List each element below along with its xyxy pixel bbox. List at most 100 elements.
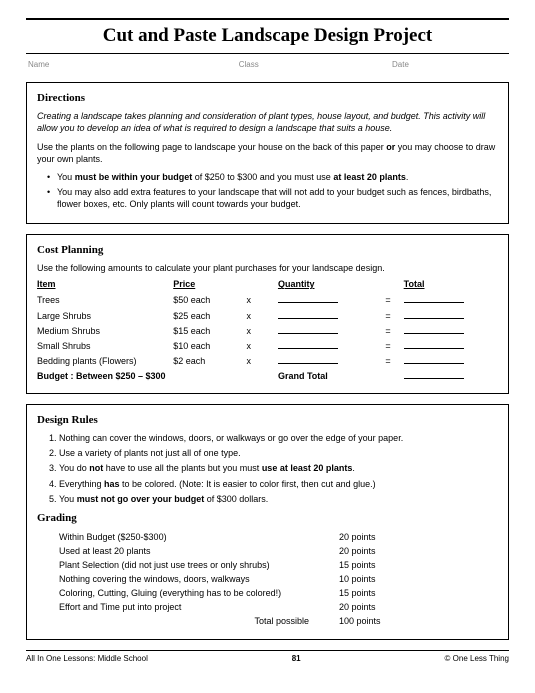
text: to be colored. (Note: It is easier to co…	[120, 479, 376, 489]
footer: All In One Lessons: Middle School 81 © O…	[26, 650, 509, 665]
directions-intro: Creating a landscape takes planning and …	[37, 110, 498, 134]
times: x	[247, 292, 278, 307]
grand-total-label: Grand Total	[278, 368, 372, 383]
text-bold: must not go over your budget	[77, 494, 205, 504]
qty-blank[interactable]	[278, 339, 338, 349]
cost-row: Bedding plants (Flowers)$2 eachx =	[37, 353, 498, 368]
col-total: Total	[404, 278, 498, 292]
item-price: $2 each	[173, 353, 246, 368]
text: You	[59, 494, 77, 504]
grading-label: Coloring, Cutting, Gluing (everything ha…	[59, 586, 339, 600]
cost-row: Medium Shrubs$15 eachx=	[37, 323, 498, 338]
text-bold: use at least 20 plants	[262, 463, 353, 473]
times: x	[247, 353, 278, 368]
text: of $250 to $300 and you must use	[192, 172, 333, 182]
equals: =	[372, 292, 403, 307]
col-x	[247, 278, 278, 292]
text: of $300 dollars.	[204, 494, 268, 504]
grading-total-label: Total possible	[59, 614, 339, 628]
grading-label: Plant Selection (did not just use trees …	[59, 558, 339, 572]
text: have to use all the plants but you must	[103, 463, 262, 473]
bullet-2: You may also add extra features to your …	[49, 186, 498, 210]
item-name: Medium Shrubs	[37, 323, 173, 338]
text-bold: not	[89, 463, 103, 473]
text: Everything	[59, 479, 104, 489]
budget-row: Budget : Between $250 – $300 Grand Total	[37, 368, 498, 383]
cost-row: Trees$50 eachx =	[37, 292, 498, 307]
bullet-1: You must be within your budget of $250 t…	[49, 171, 498, 183]
grading-label: Within Budget ($250-$300)	[59, 530, 339, 544]
footer-left: All In One Lessons: Middle School	[26, 654, 148, 665]
col-item: Item	[37, 278, 173, 292]
grading-pts: 20 points	[339, 600, 399, 614]
total-blank[interactable]	[404, 293, 464, 303]
cost-table: Item Price Quantity Total Trees$50 eachx…	[37, 278, 498, 383]
rule-4: Everything has to be colored. (Note: It …	[59, 478, 498, 490]
grading-pts: 20 points	[339, 544, 399, 558]
grading-row: Nothing covering the windows, doors, wal…	[59, 572, 399, 586]
grading-row: Effort and Time put into project20 point…	[59, 600, 399, 614]
qty-blank[interactable]	[278, 324, 338, 334]
meta-row: Name Class Date	[26, 60, 509, 71]
grading-row: Coloring, Cutting, Gluing (everything ha…	[59, 586, 399, 600]
grand-total-blank[interactable]	[404, 369, 464, 379]
budget-label: Budget : Between $250 – $300	[37, 368, 247, 383]
footer-page: 81	[292, 654, 301, 665]
meta-name: Name	[28, 60, 239, 71]
qty-blank[interactable]	[278, 309, 338, 319]
directions-bullets: You must be within your budget of $250 t…	[37, 171, 498, 210]
col-eq	[372, 278, 403, 292]
item-price: $10 each	[173, 338, 246, 353]
times: x	[247, 308, 278, 323]
text-bold: at least 20 plants	[333, 172, 406, 182]
cost-header-row: Item Price Quantity Total	[37, 278, 498, 292]
rule-3: You do not have to use all the plants bu…	[59, 462, 498, 474]
cost-row: Large Shrubs$25 eachx=	[37, 308, 498, 323]
total-blank[interactable]	[404, 339, 464, 349]
rule-5: You must not go over your budget of $300…	[59, 493, 498, 505]
rules-box: Design Rules Nothing can cover the windo…	[26, 404, 509, 639]
item-name: Trees	[37, 292, 173, 307]
directions-p2: Use the plants on the following page to …	[37, 141, 498, 165]
directions-head: Directions	[37, 91, 498, 106]
times: x	[247, 338, 278, 353]
equals: =	[372, 308, 403, 323]
text: Use the plants on the following page to …	[37, 142, 386, 152]
grading-total-pts: 100 points	[339, 614, 399, 628]
col-price: Price	[173, 278, 246, 292]
item-price: $50 each	[173, 292, 246, 307]
grading-table: Within Budget ($250-$300)20 pointsUsed a…	[59, 530, 399, 629]
text: You	[57, 172, 75, 182]
text: .	[352, 463, 355, 473]
grading-label: Effort and Time put into project	[59, 600, 339, 614]
grading-pts: 15 points	[339, 558, 399, 572]
grading-row: Used at least 20 plants20 points	[59, 544, 399, 558]
rule-1: Nothing can cover the windows, doors, or…	[59, 432, 498, 444]
text-bold: must be within your budget	[75, 172, 193, 182]
rule-2: Use a variety of plants not just all of …	[59, 447, 498, 459]
grading-row: Within Budget ($250-$300)20 points	[59, 530, 399, 544]
text-bold: has	[104, 479, 120, 489]
grading-pts: 10 points	[339, 572, 399, 586]
item-price: $15 each	[173, 323, 246, 338]
item-name: Bedding plants (Flowers)	[37, 353, 173, 368]
cost-head: Cost Planning	[37, 243, 498, 258]
total-blank[interactable]	[404, 354, 464, 364]
directions-box: Directions Creating a landscape takes pl…	[26, 82, 509, 224]
grading-total-row: Total possible 100 points	[59, 614, 399, 628]
rules-list: Nothing can cover the windows, doors, or…	[37, 432, 498, 505]
qty-blank[interactable]	[278, 293, 338, 303]
total-blank[interactable]	[404, 324, 464, 334]
rules-head: Design Rules	[37, 413, 498, 428]
grading-label: Nothing covering the windows, doors, wal…	[59, 572, 339, 586]
grading-pts: 15 points	[339, 586, 399, 600]
grading-head: Grading	[37, 511, 498, 526]
meta-class: Class	[239, 60, 392, 71]
total-blank[interactable]	[404, 309, 464, 319]
qty-blank[interactable]	[278, 354, 338, 364]
item-name: Small Shrubs	[37, 338, 173, 353]
equals: =	[372, 353, 403, 368]
cost-intro: Use the following amounts to calculate y…	[37, 262, 498, 274]
item-name: Large Shrubs	[37, 308, 173, 323]
equals: =	[372, 338, 403, 353]
